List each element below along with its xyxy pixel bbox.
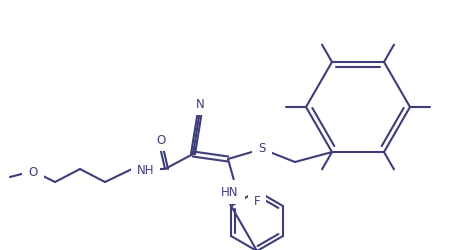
Text: O: O: [28, 165, 38, 178]
Text: HN: HN: [221, 186, 239, 199]
Text: S: S: [258, 142, 266, 155]
Text: NH: NH: [137, 163, 155, 176]
Text: N: N: [196, 97, 204, 110]
Text: O: O: [157, 133, 166, 146]
Text: F: F: [254, 195, 260, 208]
